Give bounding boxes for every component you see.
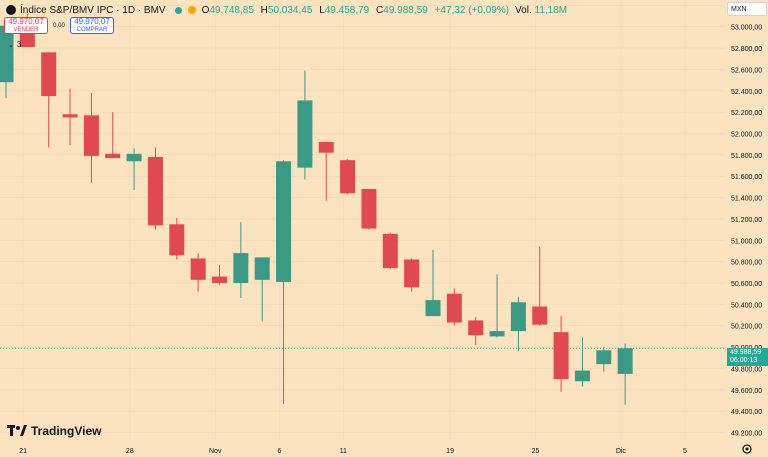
brand-name: TradingView — [31, 424, 102, 438]
candle-body — [105, 153, 121, 159]
y-tick-label: 51.600,00 — [731, 174, 762, 181]
candle-body — [254, 257, 270, 280]
gear-icon[interactable] — [741, 443, 753, 455]
sell-label: VENDER — [13, 26, 39, 33]
y-tick-label: 51.800,00 — [731, 153, 762, 160]
x-tick-label: 25 — [532, 448, 540, 455]
candle-body — [553, 332, 569, 380]
y-tick-label: 51.400,00 — [731, 196, 762, 203]
sell-button[interactable]: 49.970,07 VENDER — [4, 17, 48, 34]
market-open-icon — [174, 6, 182, 14]
candle-body — [340, 160, 356, 194]
low-value: 49.458,79 — [324, 4, 370, 16]
candle-body — [233, 253, 249, 284]
candle-body — [297, 100, 313, 168]
candle-body — [83, 115, 99, 156]
y-tick-label: 52.800,00 — [731, 46, 762, 53]
y-tick-label: 51.200,00 — [731, 217, 762, 224]
buy-button[interactable]: 49.970,07 COMPRAR — [70, 17, 114, 34]
volume: Vol. 11,18M — [515, 5, 567, 16]
candle-body — [446, 293, 462, 323]
currency-selector[interactable]: MXN — [727, 2, 767, 16]
candle-body — [617, 348, 633, 374]
y-tick-label: 49.600,00 — [731, 388, 762, 395]
volume-value: 11,18M — [534, 4, 568, 16]
indicators-toggle[interactable]: ⌄ 3 — [8, 40, 21, 49]
x-tick-label: 5 — [683, 448, 687, 455]
symbol-title[interactable]: Índice S&P/BMV IPC · 1D · BMV — [20, 4, 166, 16]
high-key: H — [260, 4, 268, 16]
change-value: +47,32 (+0,09%) — [434, 4, 510, 16]
candle-body — [382, 233, 398, 269]
trade-buttons: 49.970,07 VENDER 0,00 49.970,07 COMPRAR — [4, 17, 114, 34]
candle-body — [190, 258, 206, 280]
low-key: L — [319, 4, 325, 16]
open-value: 49.748,85 — [209, 4, 254, 16]
chevron-down-icon: ⌄ — [8, 41, 14, 49]
candle-body — [489, 331, 505, 337]
buy-label: COMPRAR — [76, 26, 108, 33]
last-price-label: 49.988,59 06:00:13 — [727, 348, 768, 366]
candle-body — [147, 156, 163, 226]
x-tick-label: 11 — [340, 448, 347, 455]
open-key: O — [201, 4, 210, 16]
y-tick-label: 52.200,00 — [731, 110, 762, 117]
y-tick-label: 49.400,00 — [731, 409, 762, 416]
y-tick-label: 49.800,00 — [731, 366, 762, 373]
buy-price: 49.970,07 — [74, 16, 110, 26]
y-tick-label: 50.200,00 — [731, 324, 762, 331]
candle-body — [510, 302, 526, 332]
x-tick-label: 21 — [19, 448, 27, 455]
symbol-logo-icon — [6, 5, 16, 15]
candle-body — [169, 224, 185, 256]
y-tick-label: 52.600,00 — [731, 67, 762, 74]
x-tick-label: 19 — [446, 448, 454, 455]
candle-body — [404, 259, 420, 288]
indicators-count: 3 — [16, 40, 22, 49]
candle-body — [425, 300, 441, 317]
candle-body — [532, 306, 548, 325]
y-tick-label: 52.000,00 — [731, 131, 762, 138]
candle-body — [574, 370, 590, 382]
candle-body — [126, 153, 142, 162]
data-delay-icon — [187, 6, 196, 14]
candles — [0, 13, 633, 405]
candle-body — [41, 52, 57, 97]
close-value: 49.988,59 — [383, 4, 428, 16]
volume-label: Vol. — [515, 4, 532, 16]
chart-legend: Índice S&P/BMV IPC · 1D · BMV O49.748,85… — [6, 3, 567, 17]
y-tick-label: 50.600,00 — [731, 281, 762, 288]
y-tick-label: 50.800,00 — [731, 260, 762, 267]
x-tick-label: 28 — [126, 448, 134, 455]
tradingview-logo-icon — [7, 425, 27, 436]
currency-label: MXN — [731, 5, 747, 13]
price-axis[interactable]: 53.200,0053.000,0052.800,0052.600,0052.4… — [731, 3, 762, 437]
y-tick-label: 52.400,00 — [731, 89, 762, 96]
time-axis[interactable]: 21 28 Nov 6 11 19 25 Dic 5 — [19, 448, 687, 455]
candle-body — [62, 114, 78, 118]
x-tick-label: 6 — [277, 448, 281, 455]
candle-body — [212, 276, 227, 284]
x-tick-label: Nov — [209, 448, 222, 455]
sell-price: 49.970,07 — [8, 16, 44, 26]
high-value: 50.034,45 — [267, 4, 313, 16]
candle-body — [276, 161, 292, 282]
y-tick-label: 51.000,00 — [731, 238, 762, 245]
candle-body — [468, 320, 484, 336]
candle-body — [0, 25, 14, 83]
close-key: C — [376, 4, 384, 16]
ohlc-values: O49.748,85 H50.034,45 L49.458,79 C49.988… — [202, 5, 515, 16]
spread-value: 0,00 — [53, 22, 65, 29]
y-tick-label: 50.400,00 — [731, 302, 762, 309]
tradingview-logo[interactable]: TradingView — [7, 424, 101, 438]
y-tick-label: 49.200,00 — [731, 431, 762, 438]
x-tick-label: Dic — [616, 448, 627, 455]
candle-body — [596, 350, 612, 365]
candle-body — [361, 189, 377, 229]
candle-body — [318, 142, 334, 153]
bar-countdown: 06:00:13 — [730, 357, 758, 364]
y-tick-label: 53.000,00 — [731, 25, 762, 32]
last-price-value: 49.988,59 — [730, 349, 762, 356]
